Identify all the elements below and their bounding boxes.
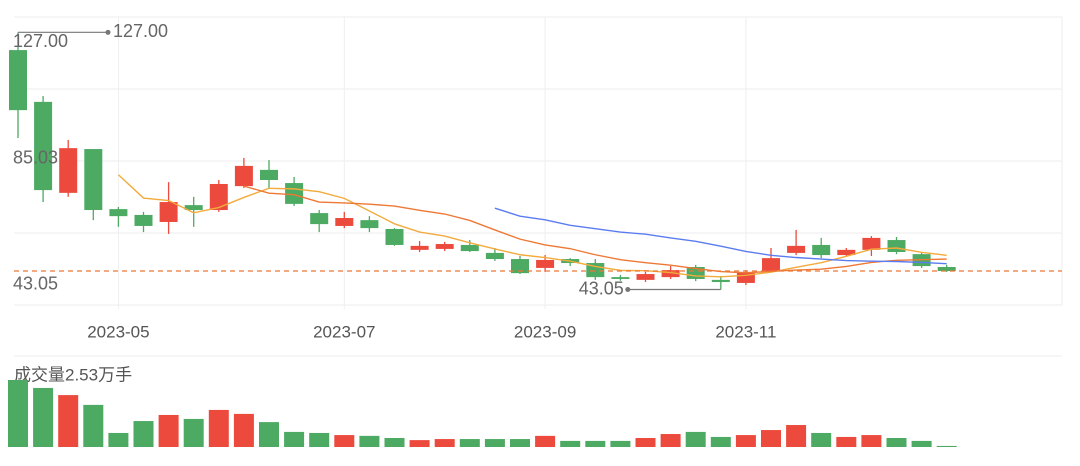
candle-body [711,279,730,283]
extreme-marker-dot [105,29,111,35]
y-tick-label: 85.03 [13,148,58,168]
candle-body [234,165,253,187]
candle-body [209,183,228,211]
candle-body [762,258,780,271]
candle-body [887,240,906,252]
volume-bar [535,435,556,447]
volume-bar [585,440,606,447]
candle-body [536,259,555,268]
volume-bar [861,435,882,447]
moving-average-line [117,174,947,278]
candle-body [9,50,27,111]
volume-bar [610,440,631,447]
volume-bar [133,421,154,447]
candle-body [611,277,630,279]
candle-body [360,220,379,229]
volume-bar [183,418,204,447]
candle-body [109,209,128,217]
volume-bar [886,437,907,447]
volume-bar [735,435,756,447]
grid [14,16,1063,357]
volume-bar [33,387,54,447]
volume-bar [911,440,932,447]
volume-bar [836,436,857,447]
volume-bar [284,431,305,447]
volume-bar [761,430,781,447]
x-tick-label: 2023-07 [313,322,375,341]
candle-body [310,213,329,225]
x-tick-label: 2023-09 [514,322,576,341]
volume-bar [83,404,104,447]
volume-bar [259,422,279,447]
candle-body [410,245,429,250]
candle-body [736,271,755,283]
volume-bar [58,395,79,447]
candle-body [285,183,304,204]
candle-body [511,259,529,274]
volume-bar [660,434,681,447]
volume-bar [409,440,430,447]
y-tick-label: 127.00 [13,31,68,51]
candle-body [661,270,680,278]
volume-bar [710,436,731,447]
candle-body [84,149,103,211]
volume-bar [685,431,706,447]
x-tick-label: 2023-11 [715,322,776,341]
candle-body [159,202,178,222]
volume-bar [384,437,405,447]
y-tick-label: 43.05 [13,273,58,293]
volume-bar [158,414,179,447]
volume-bar [208,409,229,447]
extreme-label: 43.05 [579,278,624,298]
volume-bar [635,437,656,447]
x-tick-label: 2023-05 [87,322,149,341]
volume-bar [459,439,480,447]
volume-bar [233,413,254,447]
volume-bar [510,439,530,447]
volume-bar [8,380,28,447]
candle-body [937,267,956,271]
volume-bar [811,432,832,447]
candle-body [837,249,856,256]
volume-bar [359,435,380,447]
candle-body [485,252,504,260]
volume-bar [936,445,957,447]
candle-body [862,237,881,250]
candle-body [385,229,404,245]
volume-bar [560,440,581,447]
candle-body [460,244,479,252]
candle-body [34,101,53,191]
candle-body [812,244,831,256]
candle-body [636,274,655,280]
candle-body [59,148,78,193]
candle-body [184,205,203,211]
candle-body [686,267,705,279]
candle-body [787,245,806,253]
volume-bar [108,432,129,447]
moving-average-line [243,185,947,274]
volume-bar [786,425,807,447]
volume-label: 成交量2.53万手 [14,365,132,384]
candle-body [260,169,278,180]
extreme-marker-dot [625,287,631,293]
volume-bar [309,432,330,447]
candle-body [435,244,454,249]
extreme-label: 127.00 [113,21,168,41]
volume-bar [334,435,355,447]
volume-bar [434,439,455,447]
volume-bar [484,439,505,447]
candle-body [335,217,354,226]
candle-body [134,214,153,226]
moving-average-line [494,207,947,265]
